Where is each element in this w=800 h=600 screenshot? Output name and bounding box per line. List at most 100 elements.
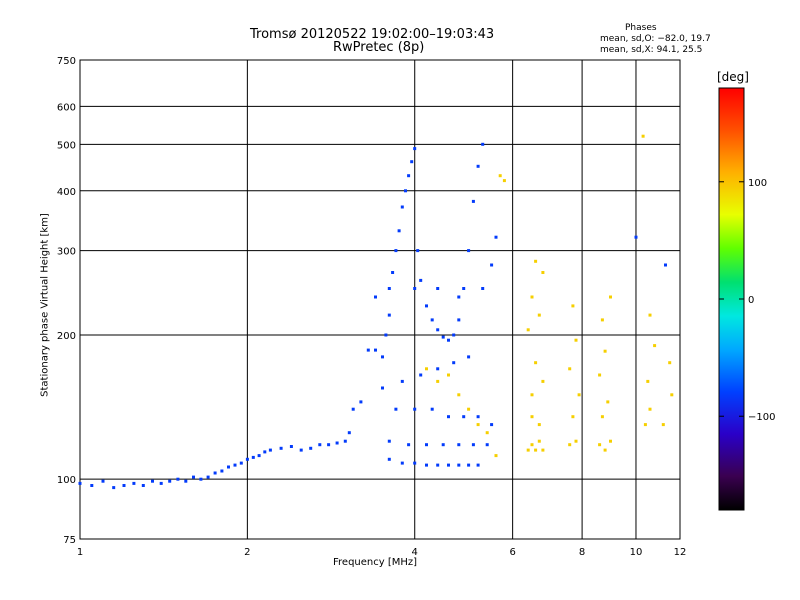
data-point-o bbox=[176, 477, 180, 481]
data-point-o bbox=[634, 235, 638, 239]
data-point-x bbox=[541, 379, 545, 383]
data-point-x bbox=[494, 454, 498, 458]
data-point-o bbox=[425, 443, 428, 447]
data-point-x bbox=[537, 423, 541, 427]
data-point-x bbox=[537, 439, 541, 443]
x-tick-label: 2 bbox=[244, 547, 250, 558]
y-tick-label: 400 bbox=[57, 187, 76, 198]
y-tick-label: 75 bbox=[63, 535, 76, 546]
data-point-x bbox=[648, 313, 652, 317]
data-point-o bbox=[394, 407, 398, 411]
data-point-o bbox=[381, 386, 384, 390]
data-point-o bbox=[457, 295, 461, 299]
data-point-o bbox=[159, 481, 163, 485]
data-point-o bbox=[462, 415, 466, 419]
phases-title: Phases bbox=[625, 23, 657, 33]
data-point-o bbox=[664, 263, 667, 267]
data-point-o bbox=[318, 443, 322, 447]
data-point-o bbox=[419, 373, 423, 377]
data-point-o bbox=[387, 287, 391, 290]
data-point-x bbox=[534, 259, 538, 263]
x-tick-label: 8 bbox=[579, 547, 585, 558]
data-point-x bbox=[670, 393, 674, 397]
y-tick-label: 500 bbox=[57, 140, 76, 151]
data-point-o bbox=[457, 463, 461, 467]
y-tick-label: 600 bbox=[57, 102, 76, 113]
phases-o-stats: mean, sd,O: −82.0, 19.7 bbox=[600, 34, 711, 44]
x-tick-label: 4 bbox=[412, 547, 418, 558]
data-point-o bbox=[419, 278, 423, 282]
data-point-x bbox=[526, 328, 530, 332]
data-point-o bbox=[436, 287, 440, 290]
data-point-x bbox=[571, 415, 575, 419]
colorbar-tick-label: 0 bbox=[748, 295, 754, 306]
data-point-o bbox=[168, 479, 172, 483]
data-point-o bbox=[343, 439, 347, 443]
data-point-x bbox=[530, 415, 534, 419]
x-axis-label: Frequency [MHz] bbox=[333, 557, 418, 568]
data-point-x bbox=[530, 295, 534, 299]
data-point-o bbox=[289, 445, 293, 448]
data-point-o bbox=[381, 355, 384, 359]
data-point-o bbox=[122, 484, 126, 487]
x-tick-label: 12 bbox=[674, 547, 687, 558]
data-point-o bbox=[374, 295, 377, 299]
data-point-x bbox=[653, 344, 657, 348]
data-point-o bbox=[407, 174, 411, 178]
data-point-o bbox=[263, 450, 267, 454]
data-point-o bbox=[233, 463, 237, 467]
data-point-o bbox=[447, 463, 450, 467]
data-point-o bbox=[485, 443, 489, 447]
phases-x-stats: mean, sd,X: 94.1, 25.5 bbox=[600, 45, 703, 55]
y-tick-label: 300 bbox=[57, 247, 76, 258]
data-point-o bbox=[206, 475, 210, 479]
data-point-x bbox=[537, 313, 541, 317]
data-point-o bbox=[447, 415, 450, 419]
data-point-x bbox=[485, 431, 489, 435]
data-point-o bbox=[430, 318, 434, 322]
colorbar-tick-label: 100 bbox=[748, 178, 767, 189]
data-point-o bbox=[410, 160, 414, 164]
data-point-x bbox=[498, 174, 502, 178]
y-axis-label: Stationary phase Virtual Height [km] bbox=[39, 213, 51, 397]
data-point-o bbox=[430, 407, 434, 411]
data-point-o bbox=[309, 446, 313, 450]
data-point-x bbox=[476, 423, 480, 427]
data-point-o bbox=[436, 367, 440, 371]
data-point-x bbox=[457, 393, 461, 397]
data-point-o bbox=[400, 379, 404, 383]
data-point-o bbox=[425, 463, 428, 467]
data-point-o bbox=[457, 443, 461, 447]
data-point-o bbox=[239, 461, 243, 465]
data-point-o bbox=[467, 355, 471, 359]
data-point-o bbox=[494, 235, 498, 239]
data-point-o bbox=[467, 249, 471, 253]
data-point-o bbox=[413, 461, 417, 465]
data-point-o bbox=[90, 484, 94, 487]
data-point-o bbox=[413, 147, 417, 151]
data-point-o bbox=[347, 431, 351, 435]
data-point-o bbox=[490, 263, 494, 267]
data-point-o bbox=[387, 439, 391, 443]
data-point-x bbox=[606, 400, 610, 404]
data-point-x bbox=[467, 407, 471, 411]
data-point-o bbox=[457, 318, 461, 322]
data-point-o bbox=[394, 249, 398, 253]
data-point-o bbox=[397, 229, 401, 233]
data-point-o bbox=[132, 481, 136, 485]
data-point-x bbox=[609, 295, 612, 299]
data-point-o bbox=[251, 455, 255, 459]
data-point-x bbox=[661, 423, 665, 427]
data-point-o bbox=[407, 443, 411, 447]
data-point-o bbox=[141, 484, 145, 487]
data-point-o bbox=[467, 463, 471, 467]
data-point-o bbox=[335, 441, 339, 445]
data-point-o bbox=[481, 142, 485, 146]
data-point-o bbox=[481, 287, 485, 290]
data-points bbox=[78, 134, 674, 490]
data-point-x bbox=[526, 448, 530, 452]
data-point-x bbox=[568, 367, 572, 371]
data-point-x bbox=[577, 393, 581, 397]
data-point-o bbox=[476, 463, 480, 467]
